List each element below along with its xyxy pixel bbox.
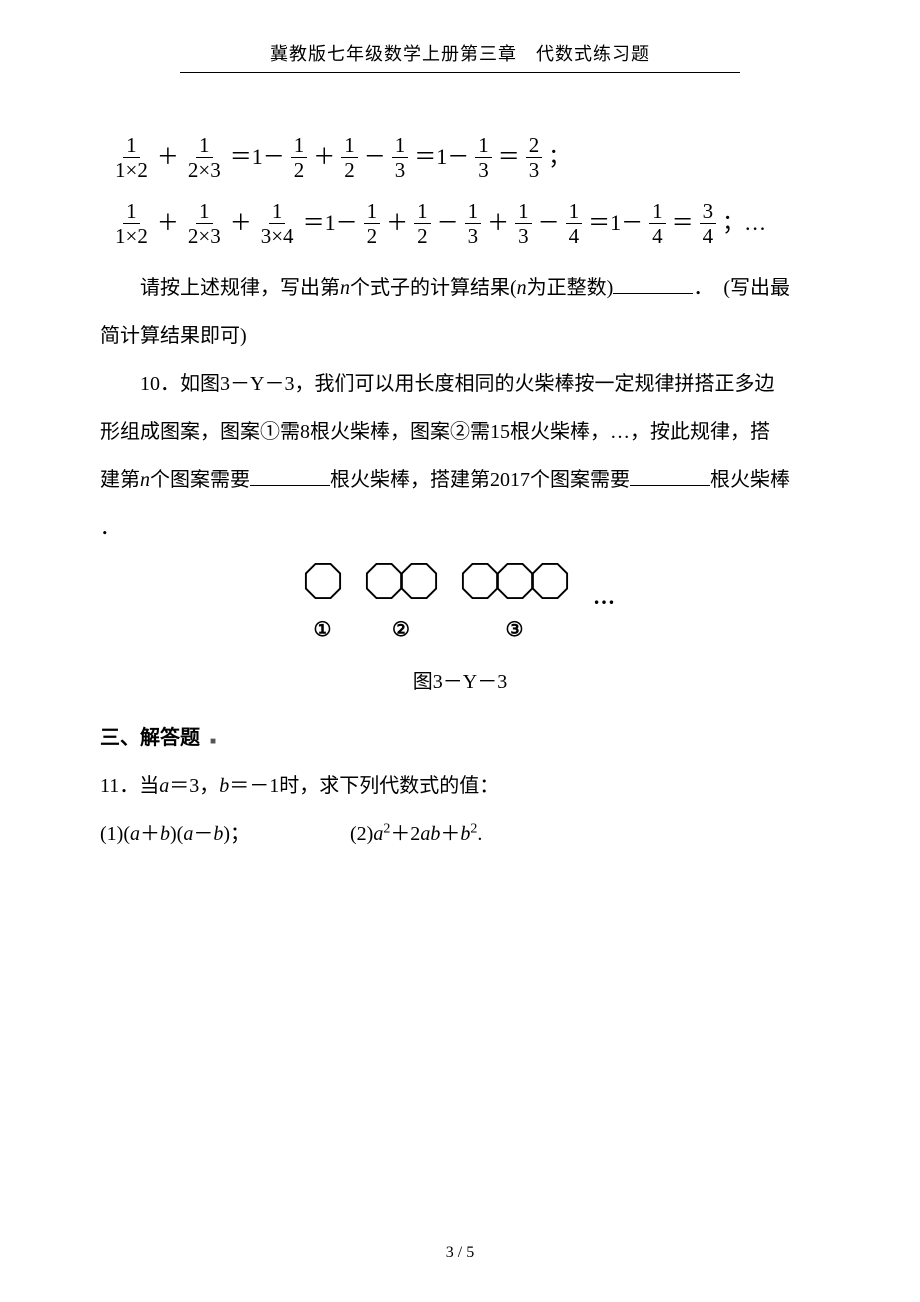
- ellipsis: …: [593, 573, 615, 641]
- pattern-2: ②: [366, 562, 436, 652]
- content-body: 11×2 ＋ 12×3 ＝1－ 12 ＋ 12 － 13 ＝1－ 13 ＝ 23…: [70, 133, 850, 856]
- octagon-icon: [304, 562, 342, 600]
- question-11-part1: (1)(a＋b)(a－b)；: [100, 812, 250, 856]
- question-10-line1: 10．如图3－Y－3，我们可以用长度相同的火柴棒按一定规律拼搭正多边: [100, 362, 820, 406]
- equation-2: 11×2 ＋ 12×3 ＋ 13×4 ＝1－ 12 ＋ 12 － 13 ＋ 13…: [100, 199, 820, 247]
- question-10-line2: 形组成图案，图案①需8根火柴棒，图案②需15根火柴棒，…，按此规律，搭: [100, 410, 820, 454]
- pattern-1: ①: [305, 562, 340, 652]
- section-3-title: 三、解答题■: [100, 716, 820, 760]
- question-11-stem: 11．当a＝3，b＝－1时，求下列代数式的值：: [100, 764, 820, 808]
- question-10-line3: 建第n个图案需要根火柴棒，搭建第2017个图案需要根火柴棒: [100, 458, 820, 502]
- blank-input[interactable]: [630, 465, 710, 486]
- octagon-icon: [400, 562, 438, 600]
- question-9-line1: 请按上述规律，写出第n个式子的计算结果(n为正整数)． (写出最: [100, 266, 820, 310]
- question-11-parts: (1)(a＋b)(a－b)； (2)a2＋2ab＋b2.: [100, 812, 820, 856]
- question-11-part2: (2)a2＋2ab＋b2.: [350, 812, 482, 856]
- pattern-3: ③: [462, 562, 567, 652]
- blank-input[interactable]: [613, 273, 693, 294]
- equation-1: 11×2 ＋ 12×3 ＝1－ 12 ＋ 12 － 13 ＝1－ 13 ＝ 23…: [100, 133, 820, 181]
- octagon-icon: [531, 562, 569, 600]
- octagon-icon: [365, 562, 403, 600]
- octagon-icon: [461, 562, 499, 600]
- octagon-icon: [496, 562, 534, 600]
- question-10-line4: ．: [100, 506, 820, 550]
- marker-icon: ■: [210, 736, 216, 747]
- blank-input[interactable]: [250, 465, 330, 486]
- question-9-line2: 简计算结果即可): [100, 314, 820, 358]
- page-header: 冀教版七年级数学上册第三章 代数式练习题: [180, 40, 740, 73]
- figure-caption: 图3－Y－3: [413, 660, 507, 704]
- figure-3-y-3: ① ② ③ …: [100, 562, 820, 704]
- page-footer: 3 / 5: [0, 1244, 920, 1262]
